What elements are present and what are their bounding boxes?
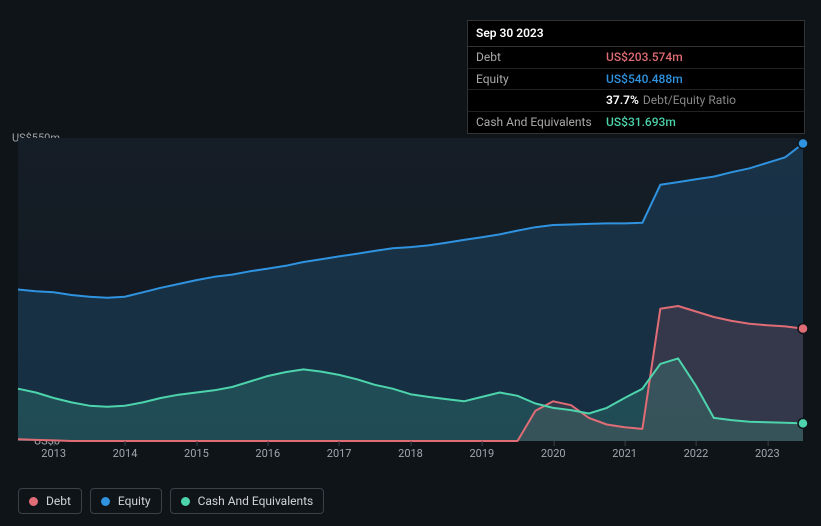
legend-label: Cash And Equivalents <box>198 494 314 508</box>
x-axis-label: 2014 <box>113 447 138 460</box>
tooltip-row-label: Cash And Equivalents <box>476 114 606 131</box>
tooltip-row-value: 37.7%Debt/Equity Ratio <box>606 92 736 109</box>
tooltip-row: DebtUS$203.574m <box>468 47 804 69</box>
legend-item-cash-and-equivalents[interactable]: Cash And Equivalents <box>170 488 325 514</box>
series-end-marker <box>798 324 808 334</box>
tooltip-row-value: US$31.693m <box>606 114 676 131</box>
tooltip-row: Cash And EquivalentsUS$31.693m <box>468 112 804 133</box>
x-axis-label: 2021 <box>612 447 637 460</box>
series-end-marker <box>798 139 808 149</box>
legend-swatch <box>101 497 110 506</box>
x-axis-label: 2013 <box>41 447 66 460</box>
tooltip-row-value: US$203.574m <box>606 49 683 66</box>
legend: Debt Equity Cash And Equivalents <box>18 488 324 514</box>
chart-svg <box>18 138 803 441</box>
tooltip-row-label: Equity <box>476 71 606 88</box>
plot-area[interactable] <box>18 138 803 441</box>
legend-swatch <box>29 497 38 506</box>
tooltip-row-value: US$540.488m <box>606 71 683 88</box>
tooltip-row: 37.7%Debt/Equity Ratio <box>468 90 804 112</box>
x-axis: 2013 2014 2015 2016 2017 2018 2019 2020 2021 2022… <box>18 441 803 466</box>
legend-item-debt[interactable]: Debt <box>18 488 82 514</box>
x-axis-label: 2018 <box>398 447 423 460</box>
chart-area: US$0US$550m 2013201420152016201720182019… <box>18 125 803 466</box>
x-axis-label: 2017 <box>327 447 352 460</box>
tooltip-row-label: Debt <box>476 49 606 66</box>
legend-label: Debt <box>46 494 71 508</box>
tooltip-row: EquityUS$540.488m <box>468 69 804 91</box>
x-axis-label: 2016 <box>255 447 280 460</box>
legend-item-equity[interactable]: Equity <box>90 488 162 514</box>
chart-tooltip: Sep 30 2023 DebtUS$203.574mEquityUS$540.… <box>467 20 805 134</box>
x-axis-label: 2020 <box>541 447 566 460</box>
legend-swatch <box>181 497 190 506</box>
legend-label: Equity <box>118 494 151 508</box>
x-axis-label: 2023 <box>755 447 780 460</box>
x-axis-label: 2015 <box>184 447 209 460</box>
x-axis-label: 2019 <box>469 447 494 460</box>
series-end-marker <box>798 418 808 428</box>
tooltip-row-label <box>476 92 606 109</box>
tooltip-date: Sep 30 2023 <box>468 21 804 47</box>
x-axis-label: 2022 <box>684 447 709 460</box>
